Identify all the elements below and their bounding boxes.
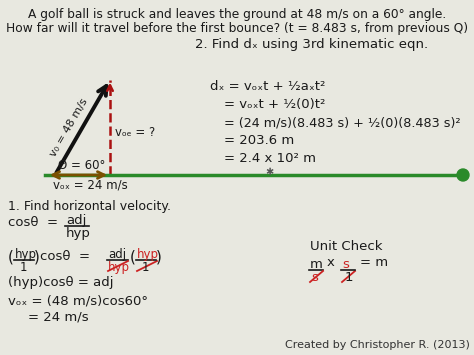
Text: x: x [327, 257, 335, 269]
Text: vₒₓ = 24 m/s: vₒₓ = 24 m/s [53, 179, 128, 192]
Text: (: ( [130, 250, 136, 265]
Text: = 24 m/s: = 24 m/s [28, 310, 89, 323]
Text: hyp: hyp [108, 261, 130, 274]
Text: adj: adj [66, 214, 86, 227]
Text: = 2.4 x 10² m: = 2.4 x 10² m [224, 152, 316, 165]
Text: 1: 1 [20, 261, 27, 274]
Text: 1: 1 [345, 271, 354, 284]
Text: Unit Check: Unit Check [310, 240, 383, 253]
Text: = (24 m/s)(8.483 s) + ½(0)(8.483 s)²: = (24 m/s)(8.483 s) + ½(0)(8.483 s)² [224, 116, 461, 129]
Text: = vₒₓt + ½(0)t²: = vₒₓt + ½(0)t² [224, 98, 325, 111]
Text: hyp: hyp [66, 227, 91, 240]
Text: How far will it travel before the first bounce? (t = 8.483 s, from previous Q): How far will it travel before the first … [6, 22, 468, 35]
Text: dₓ = vₒₓt + ½aₓt²: dₓ = vₒₓt + ½aₓt² [210, 80, 325, 93]
Text: (: ( [8, 250, 14, 265]
Text: s: s [342, 258, 349, 271]
Text: m: m [310, 258, 323, 271]
Text: = 203.6 m: = 203.6 m [224, 134, 294, 147]
Text: Θ = 60°: Θ = 60° [58, 159, 105, 172]
Text: v₀ = 48 m/s: v₀ = 48 m/s [48, 97, 89, 158]
Text: (hyp)cosθ = adj: (hyp)cosθ = adj [8, 276, 113, 289]
Text: adj: adj [108, 248, 126, 261]
Text: cosθ  =: cosθ = [40, 250, 90, 263]
Text: hyp: hyp [15, 248, 37, 261]
Text: A golf ball is struck and leaves the ground at 48 m/s on a 60° angle.: A golf ball is struck and leaves the gro… [28, 8, 446, 21]
Text: 1. Find horizontal velocity.: 1. Find horizontal velocity. [8, 200, 171, 213]
Circle shape [457, 169, 469, 181]
Text: hyp: hyp [137, 248, 159, 261]
Text: s: s [311, 271, 318, 284]
Text: 2. Find dₓ using 3rd kinematic eqn.: 2. Find dₓ using 3rd kinematic eqn. [195, 38, 428, 51]
Text: ): ) [156, 250, 162, 265]
Text: ✱: ✱ [265, 167, 273, 177]
Text: vₒₑ = ?: vₒₑ = ? [115, 126, 155, 139]
Text: Created by Christopher R. (2013): Created by Christopher R. (2013) [285, 340, 470, 350]
Text: vₒₓ = (48 m/s)cos60°: vₒₓ = (48 m/s)cos60° [8, 294, 148, 307]
Text: = m: = m [360, 257, 388, 269]
Text: cosθ  =: cosθ = [8, 216, 58, 229]
Text: 1: 1 [142, 261, 149, 274]
Text: ): ) [34, 250, 40, 265]
